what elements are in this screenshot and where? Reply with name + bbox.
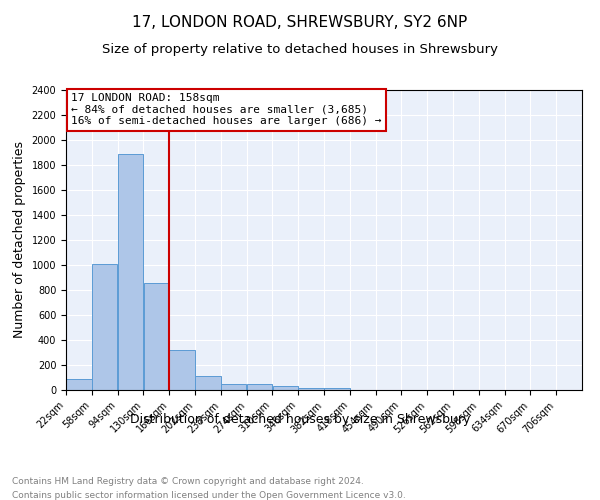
Bar [221,384,247,390]
Bar [324,388,350,390]
Bar [247,384,272,390]
Text: Distribution of detached houses by size in Shrewsbury: Distribution of detached houses by size … [130,412,470,426]
Bar [92,264,118,390]
Bar [195,376,221,390]
Bar [143,282,169,390]
Bar [272,386,298,390]
Bar [118,154,143,390]
Text: 17 LONDON ROAD: 158sqm
← 84% of detached houses are smaller (3,685)
16% of semi-: 17 LONDON ROAD: 158sqm ← 84% of detached… [71,93,382,126]
Text: 17, LONDON ROAD, SHREWSBURY, SY2 6NP: 17, LONDON ROAD, SHREWSBURY, SY2 6NP [133,15,467,30]
Bar [66,379,92,390]
Y-axis label: Number of detached properties: Number of detached properties [13,142,26,338]
Bar [298,388,324,390]
Text: Contains public sector information licensed under the Open Government Licence v3: Contains public sector information licen… [12,491,406,500]
Bar [169,350,195,390]
Text: Contains HM Land Registry data © Crown copyright and database right 2024.: Contains HM Land Registry data © Crown c… [12,478,364,486]
Text: Size of property relative to detached houses in Shrewsbury: Size of property relative to detached ho… [102,42,498,56]
